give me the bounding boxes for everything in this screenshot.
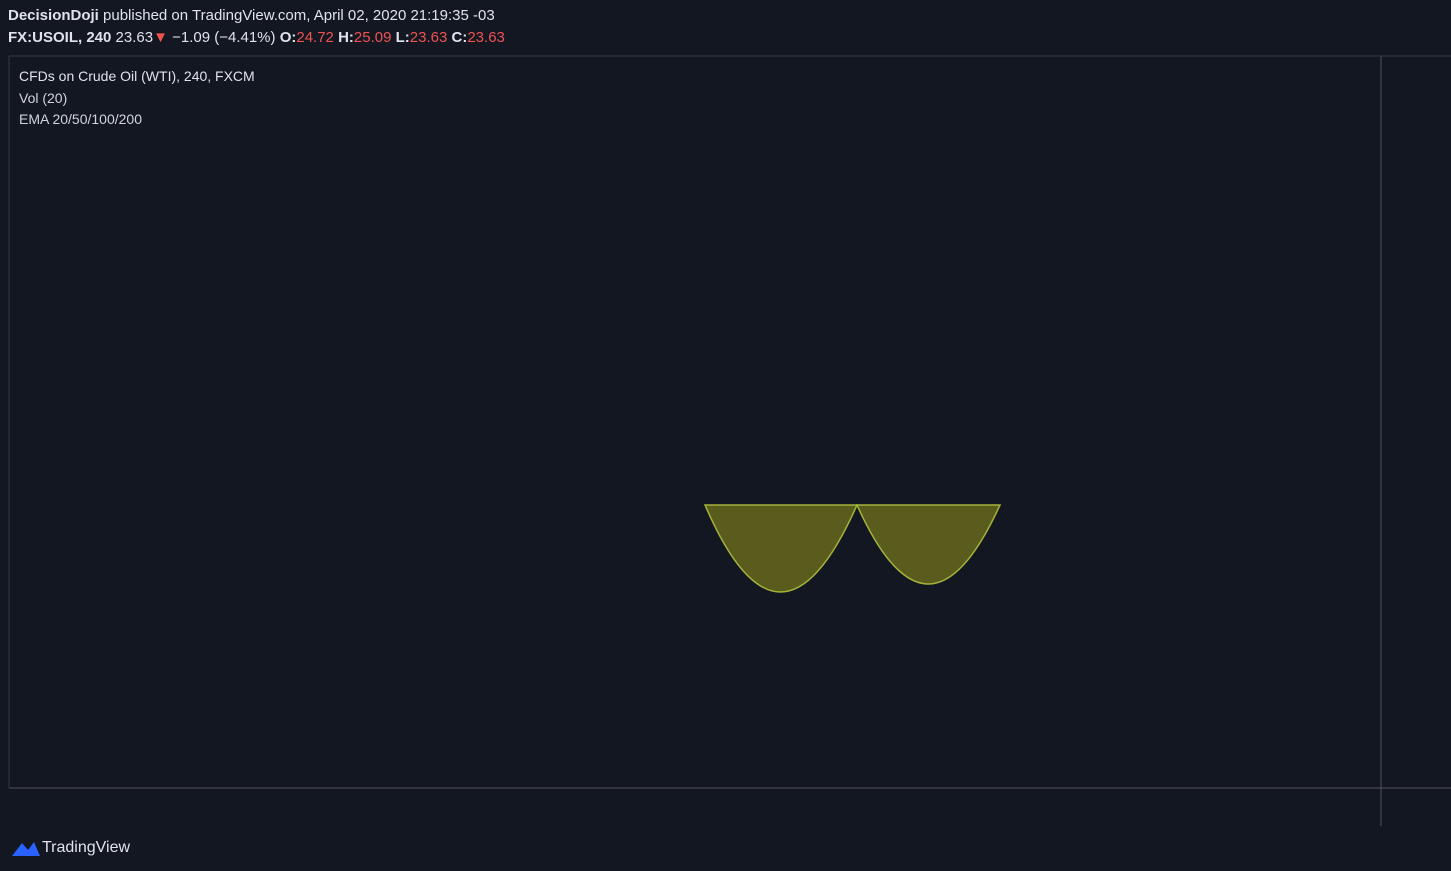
last: 23.63	[115, 29, 154, 46]
high-label: H:	[338, 29, 354, 46]
legend-ema: EMA 20/50/100/200	[19, 111, 142, 127]
symbol: FX:USOIL, 240	[8, 29, 112, 46]
cup-shape	[855, 504, 1002, 585]
author: DecisionDoji	[8, 7, 99, 24]
quote-line: FX:USOIL, 240 23.63▼ −1.09 (−4.41%) O:24…	[8, 29, 505, 46]
low-label: L:	[395, 29, 410, 46]
publish-info: published on TradingView.com, April 02, …	[103, 7, 495, 24]
high: 25.09	[353, 29, 392, 46]
cup-shape	[703, 504, 859, 593]
legend-title: CFDs on Crude Oil (WTI), 240, FXCM	[19, 68, 255, 84]
logo-icon	[12, 842, 40, 856]
logo: TradingView	[12, 839, 130, 856]
publish-line: DecisionDoji published on TradingView.co…	[8, 7, 495, 24]
legend-volume: Vol (20)	[19, 90, 68, 106]
arrow: ▼	[153, 29, 168, 46]
open-label: O:	[279, 29, 297, 46]
open: 24.72	[296, 29, 334, 46]
change: −1.09 (−4.41%)	[172, 29, 276, 46]
close-label: C:	[451, 29, 468, 46]
logo-text: TradingView	[42, 839, 130, 856]
close: 23.63	[467, 29, 505, 46]
low: 23.63	[409, 29, 448, 46]
